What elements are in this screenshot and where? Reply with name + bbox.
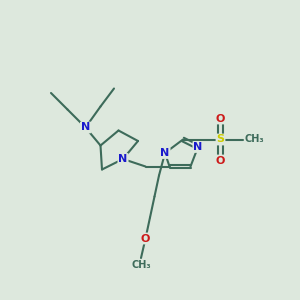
Text: N: N: [194, 142, 202, 152]
Text: N: N: [81, 122, 90, 133]
Text: N: N: [118, 154, 127, 164]
Text: S: S: [217, 134, 224, 145]
Text: CH₃: CH₃: [244, 134, 264, 145]
Text: O: O: [216, 113, 225, 124]
Text: CH₃: CH₃: [131, 260, 151, 269]
Text: O: O: [141, 233, 150, 244]
Text: N: N: [160, 148, 169, 158]
Text: O: O: [216, 155, 225, 166]
